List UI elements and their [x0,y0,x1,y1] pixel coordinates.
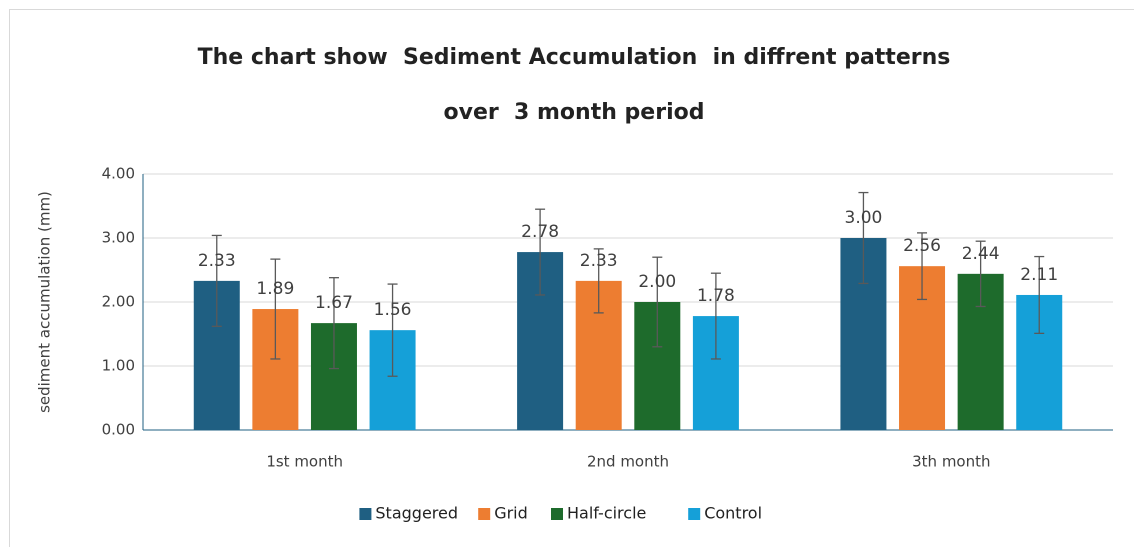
x-tick-label: 3th month [912,453,990,471]
y-tick-label: 4.00 [102,165,135,183]
y-tick-label: 0.00 [102,421,135,439]
x-tick-label: 1st month [266,453,343,471]
value-label: 2.44 [962,244,1000,264]
chart-title: The chart show Sediment Accumulation in … [198,45,951,70]
value-label: 1.89 [256,279,294,299]
chart-title: over 3 month period [444,100,705,125]
value-label: 2.33 [580,251,618,271]
value-label: 1.78 [697,286,735,306]
value-label: 1.67 [315,293,353,313]
legend-swatch [478,508,491,520]
value-label: 3.00 [845,208,883,228]
y-axis-label: sediment accumulation (mm) [36,191,54,413]
legend-label: Half-circle [567,504,646,523]
value-label: 1.56 [374,300,412,320]
legend-label: Staggered [375,504,458,523]
legend-swatch [359,508,372,520]
value-label: 2.33 [198,251,236,271]
value-label: 2.00 [638,272,676,292]
y-tick-label: 2.00 [102,293,135,311]
value-label: 2.11 [1020,265,1058,285]
x-tick-label: 2nd month [587,453,669,471]
legend-swatch [688,508,701,520]
y-tick-label: 1.00 [102,357,135,375]
value-label: 2.56 [903,236,941,256]
legend-label: Control [704,504,762,523]
legend-label: Grid [494,504,528,523]
value-label: 2.78 [521,222,559,242]
y-tick-label: 3.00 [102,229,135,247]
chart-frame [9,9,1134,547]
legend-swatch [551,508,563,520]
